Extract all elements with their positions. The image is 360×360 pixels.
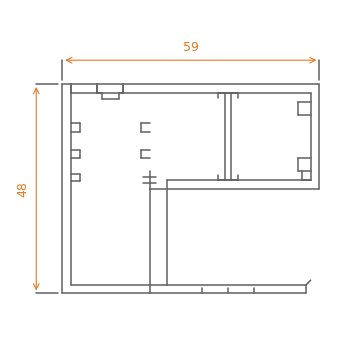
Text: 48: 48: [17, 181, 30, 197]
Text: 59: 59: [183, 41, 199, 54]
